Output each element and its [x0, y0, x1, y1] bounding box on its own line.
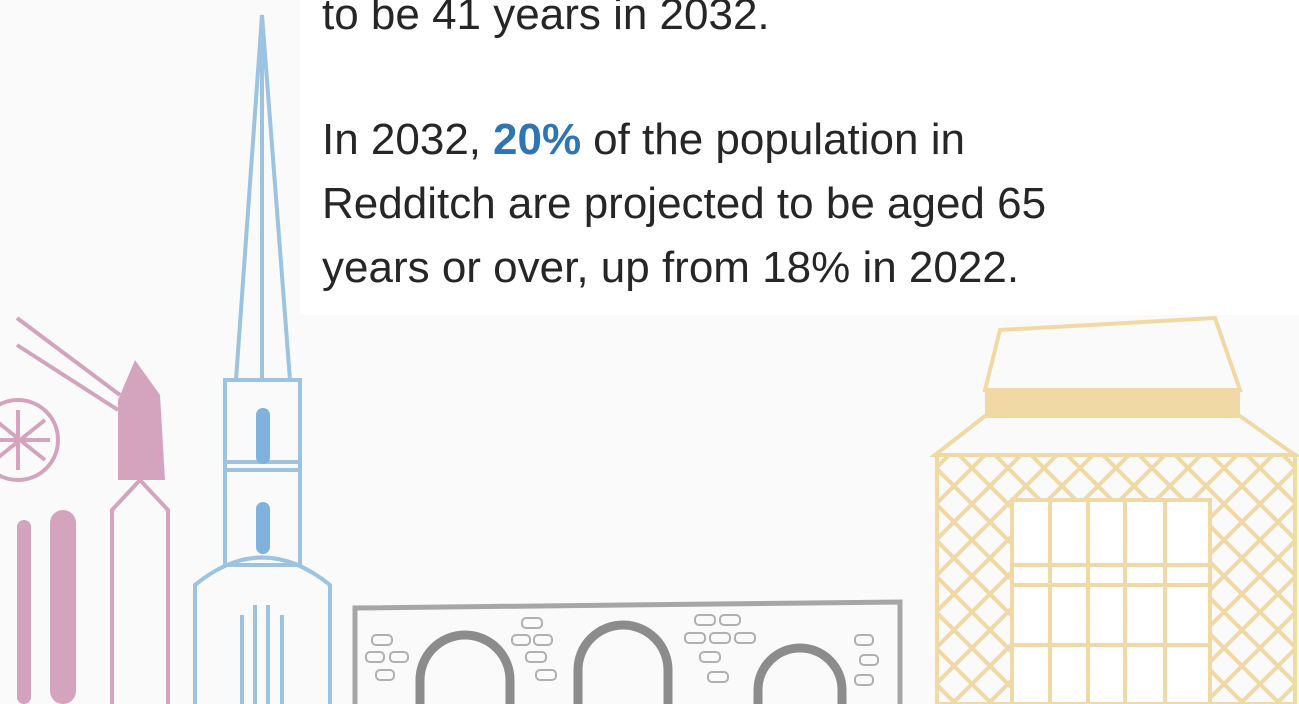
church-fill — [17, 360, 165, 704]
paragraph-line: In 2032,20%of the population in — [322, 118, 965, 162]
text: In 2032, — [322, 115, 481, 164]
highlight: 20% — [493, 115, 581, 164]
building — [935, 318, 1295, 704]
skyline — [0, 0, 1299, 704]
paragraph-line: Redditch are projected to be aged 65 — [322, 182, 1046, 226]
spire — [195, 15, 330, 704]
bridge — [355, 602, 900, 704]
text: of the population in — [593, 115, 965, 164]
page: to be 41 years in 2032. In 2032,20%of th… — [0, 0, 1299, 704]
spire-windows — [256, 408, 270, 554]
paragraph-line: years or over, up from 18% in 2022. — [322, 246, 1019, 290]
intro-tail: to be 41 years in 2032. — [322, 0, 770, 37]
